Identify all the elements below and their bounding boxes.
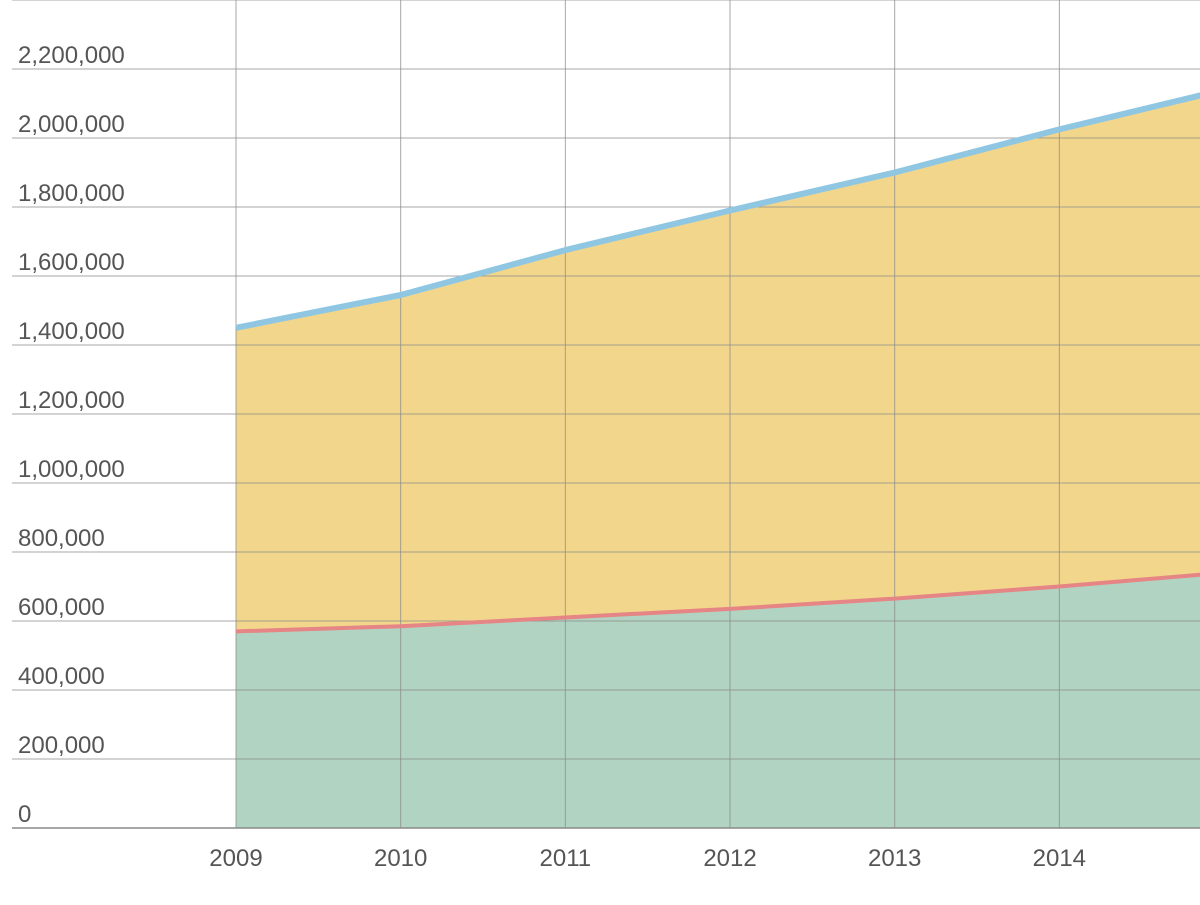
area-series-1	[236, 574, 1200, 828]
y-tick-label: 1,000,000	[18, 456, 125, 483]
line-series-1	[235, 572, 1200, 634]
x-tick-label: 2010	[374, 845, 427, 872]
x-tick-label: 2011	[540, 845, 592, 872]
x-tick-label: 2014	[1033, 845, 1086, 872]
x-tick-label: 2012	[703, 845, 756, 872]
y-tick-label: 600,000	[18, 594, 105, 621]
y-tick-label: 800,000	[18, 525, 105, 552]
y-tick-label: 2,000,000	[18, 111, 125, 138]
y-tick-label: 1,600,000	[18, 249, 125, 276]
labels-layer: 0 200,000 400,000 600,000 800,000 1,000,000 1,…	[18, 42, 1086, 872]
areas-layer	[236, 95, 1200, 828]
x-tick-label: 2009	[209, 845, 262, 872]
y-tick-label: 1,800,000	[18, 180, 125, 207]
y-tick-label: 1,400,000	[18, 318, 125, 345]
grid-layer	[12, 0, 1200, 829]
y-tick-label: 200,000	[18, 732, 105, 759]
line-series-2	[235, 92, 1200, 331]
x-tick-label: 2013	[868, 845, 921, 872]
y-tick-label: 0	[18, 801, 31, 828]
area-series-2	[236, 95, 1200, 632]
lines-layer	[235, 92, 1200, 634]
y-tick-label: 400,000	[18, 663, 105, 690]
y-tick-label: 2,200,000	[18, 42, 125, 69]
y-tick-label: 1,200,000	[18, 387, 125, 414]
